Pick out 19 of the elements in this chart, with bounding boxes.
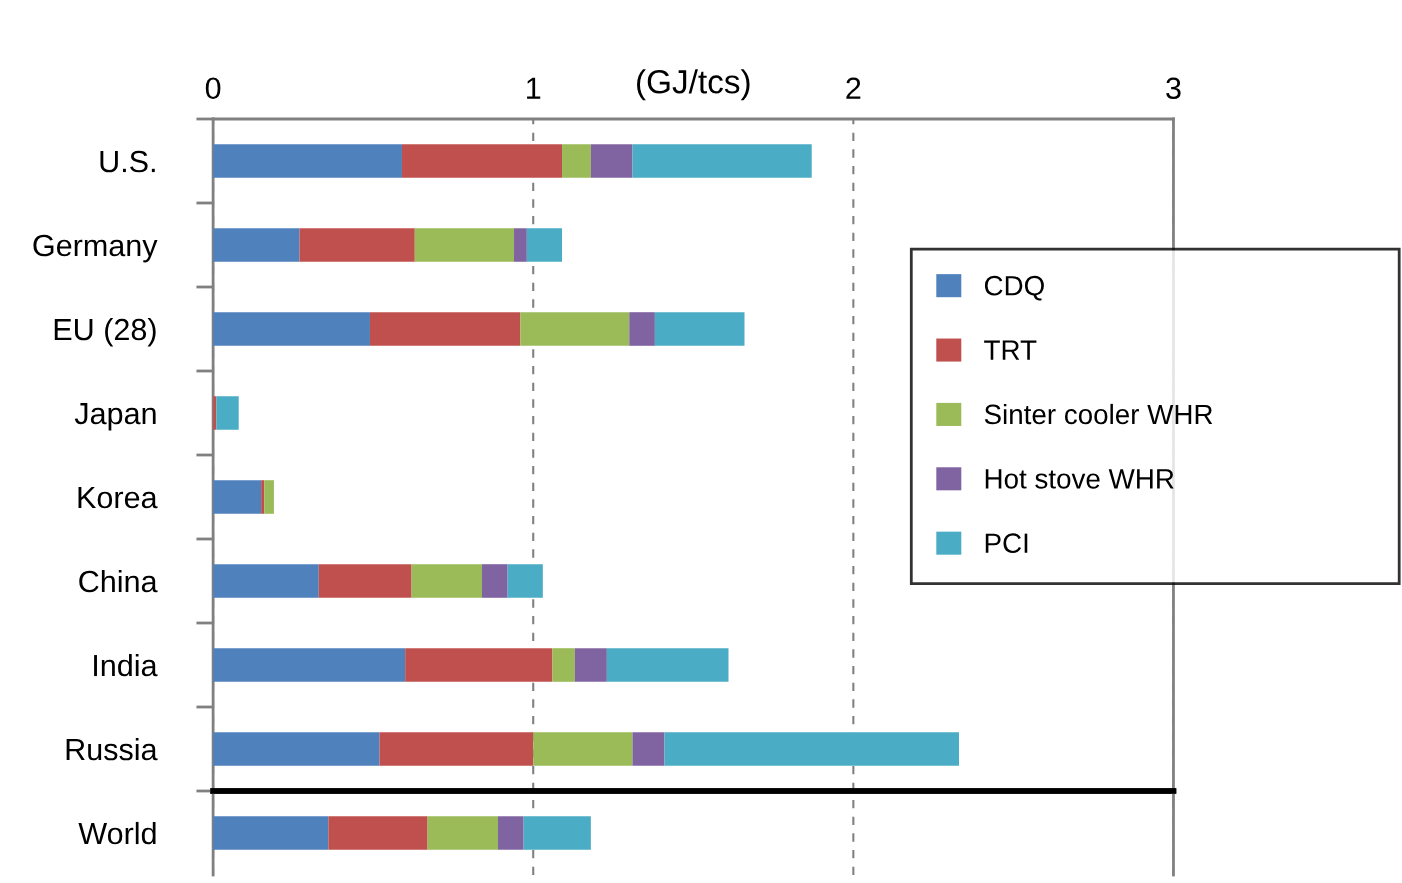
y-tick-label: Japan xyxy=(74,403,156,431)
x-tick-label: 2 xyxy=(846,77,861,99)
y-tick-label: Korea xyxy=(78,487,158,509)
y-tick-label: India xyxy=(94,653,158,677)
y-tick-label: EU (28) xyxy=(54,317,156,347)
y-tick-label: Russia xyxy=(66,737,158,761)
x-tick-label: 3 xyxy=(1166,77,1181,100)
legend-label: Sinter cooler WHR xyxy=(984,403,1213,425)
y-tick-label: Germany xyxy=(33,234,158,263)
x-axis-title: (GJ/tcs) xyxy=(637,69,750,101)
x-tick-label: 0 xyxy=(205,77,221,100)
legend-label: TRT xyxy=(984,340,1037,360)
y-tick-label: U.S. xyxy=(100,150,155,173)
y-tick-label: China xyxy=(79,569,158,593)
legend-label: PCI xyxy=(985,533,1028,554)
legend-label: CDQ xyxy=(984,275,1044,301)
y-tick-label: World xyxy=(78,821,156,845)
x-tick-label: 1 xyxy=(527,77,541,99)
legend-label: Hot stove WHR xyxy=(985,469,1174,489)
